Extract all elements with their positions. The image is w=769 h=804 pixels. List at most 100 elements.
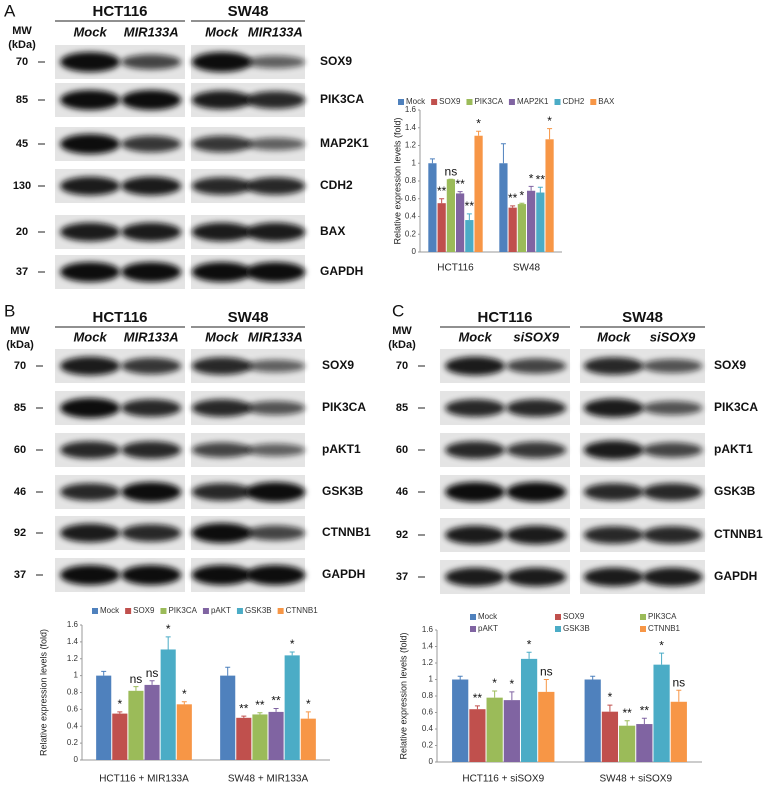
blot-band (121, 399, 182, 417)
y-tick-label: 0.2 (422, 741, 434, 750)
protein-label: CTNNB1 (322, 525, 371, 539)
error-bar (492, 690, 498, 698)
blot-band (191, 483, 252, 501)
bar (469, 709, 486, 762)
blot-band (121, 565, 182, 585)
legend-label: BAX (598, 97, 615, 106)
legend-swatch (590, 99, 597, 105)
protein-label: PIK3CA (320, 92, 364, 106)
blot-band (583, 526, 644, 544)
significance-label: ** (455, 177, 465, 191)
y-tick-label: 1.6 (67, 620, 79, 629)
legend-label: PIK3CA (648, 612, 677, 621)
legend-swatch (277, 608, 284, 614)
bar (670, 701, 687, 762)
bar (96, 675, 112, 760)
x-tick-label: SW48 + siSOX9 (599, 774, 672, 785)
blot-band (245, 177, 306, 195)
y-tick-label: 1.6 (422, 625, 434, 634)
blot-band (60, 356, 121, 376)
mw-marker: 46 (14, 486, 26, 498)
protein-label: GAPDH (320, 264, 363, 278)
blot-band (245, 55, 306, 69)
bar (128, 690, 144, 760)
error-bar (305, 711, 311, 719)
mw-header: MW (12, 25, 32, 37)
blot-band (60, 523, 121, 543)
blot-band (642, 483, 703, 501)
bar (517, 204, 526, 252)
protein-label: GAPDH (322, 567, 365, 581)
legend-label: CTNNB1 (648, 624, 681, 633)
significance-label: * (529, 171, 534, 185)
bar (601, 711, 619, 762)
protein-label: PIK3CA (714, 400, 758, 414)
lane-label: Mock (458, 329, 492, 344)
bar (486, 697, 503, 762)
error-bar (676, 689, 682, 702)
mw-marker: 70 (396, 360, 408, 372)
protein-label: SOX9 (320, 54, 352, 68)
bar (538, 691, 555, 762)
group-header: SW48 (228, 3, 269, 20)
error-bar (289, 651, 295, 656)
significance-label: * (117, 697, 122, 711)
panel-letter: C (392, 301, 404, 320)
mw-marker: 92 (14, 527, 26, 539)
mw-marker: 70 (14, 360, 26, 372)
bar (252, 714, 268, 760)
significance-label: ** (437, 184, 447, 198)
mw-marker: 37 (14, 569, 26, 581)
bar (144, 684, 160, 760)
significance-label: * (527, 637, 532, 651)
legend-swatch (236, 608, 243, 614)
blot-band (121, 262, 182, 282)
error-bar (181, 701, 187, 705)
significance-label: * (492, 676, 497, 690)
bar (428, 163, 437, 252)
y-tick-label: 1.4 (405, 123, 417, 132)
bar (112, 713, 128, 760)
protein-label: SOX9 (322, 358, 354, 372)
error-bar (241, 715, 247, 718)
mw-marker: 130 (13, 180, 31, 192)
protein-label: GAPDH (714, 569, 757, 583)
significance-label: * (476, 116, 481, 130)
error-bar (466, 213, 472, 221)
y-tick-label: 0.2 (405, 229, 417, 238)
error-bar (457, 675, 463, 680)
protein-label: GSK3B (714, 484, 756, 498)
blot-band (506, 482, 567, 502)
error-bar (101, 670, 107, 676)
bar (220, 675, 236, 760)
error-bar (225, 666, 231, 676)
error-bar (457, 191, 463, 194)
blot-band (191, 523, 252, 543)
lane-label: Mock (73, 24, 107, 39)
legend-label: SOX9 (133, 606, 155, 615)
significance-label: ** (508, 191, 518, 205)
group-header: HCT116 (92, 3, 147, 20)
group-header: SW48 (228, 309, 269, 326)
y-axis-label: Relative expression levels (fold) (392, 117, 402, 244)
y-tick-label: 1 (74, 671, 79, 680)
bar (619, 725, 636, 762)
error-bar (543, 679, 549, 692)
y-tick-label: 1.4 (67, 637, 79, 646)
mw-unit: (kDa) (8, 39, 36, 51)
y-tick-label: 0 (412, 247, 417, 256)
lane-label: siSOX9 (650, 329, 696, 344)
significance-label: ** (255, 698, 265, 712)
y-tick-label: 0.8 (422, 691, 434, 700)
protein-label: pAKT1 (322, 442, 361, 456)
error-bar (510, 205, 516, 208)
y-tick-label: 1 (412, 158, 417, 167)
blot-band (245, 525, 306, 541)
error-bar (474, 705, 480, 710)
y-tick-label: 0 (74, 755, 79, 764)
legend-swatch (431, 99, 438, 105)
blot-band (121, 524, 182, 542)
significance-label: * (547, 114, 552, 128)
blot-band (121, 482, 182, 502)
x-tick-label: HCT116 + MIR133A (99, 774, 189, 785)
